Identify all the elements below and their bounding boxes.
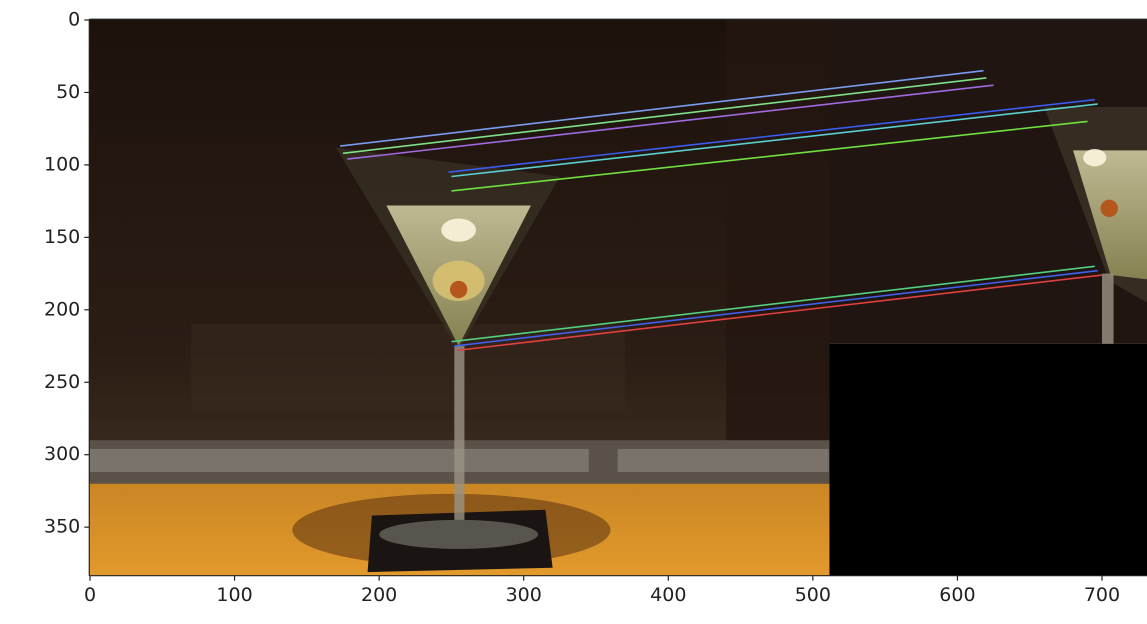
y-tick-label: 150: [44, 226, 80, 248]
y-tick-label: 300: [44, 443, 80, 465]
page: {"chart_data": {"type": "image", "xlim":…: [0, 0, 1147, 624]
y-tick-label: 200: [44, 298, 80, 320]
y-tick-label: 250: [44, 371, 80, 393]
y-tick-label: 0: [68, 9, 80, 31]
y-tick-label: 50: [56, 81, 80, 103]
x-tick-label: 200: [361, 584, 397, 606]
y-tick-label: 100: [44, 153, 80, 175]
chart: 0 100 200 300 400 500 600 700 0 50 100 150 200 250 300…: [0, 0, 1147, 624]
photo: [89, 19, 1147, 576]
x-tick-label: 600: [939, 584, 975, 606]
x-tick-label: 300: [506, 584, 542, 606]
x-tick-label: 700: [1084, 584, 1120, 606]
image-area: [89, 19, 1147, 576]
x-tick-label: 500: [795, 584, 831, 606]
x-tick-label: 100: [216, 584, 252, 606]
y-tick-label: 350: [44, 516, 80, 538]
x-tick-label: 0: [84, 584, 96, 606]
x-tick-label: 400: [650, 584, 686, 606]
